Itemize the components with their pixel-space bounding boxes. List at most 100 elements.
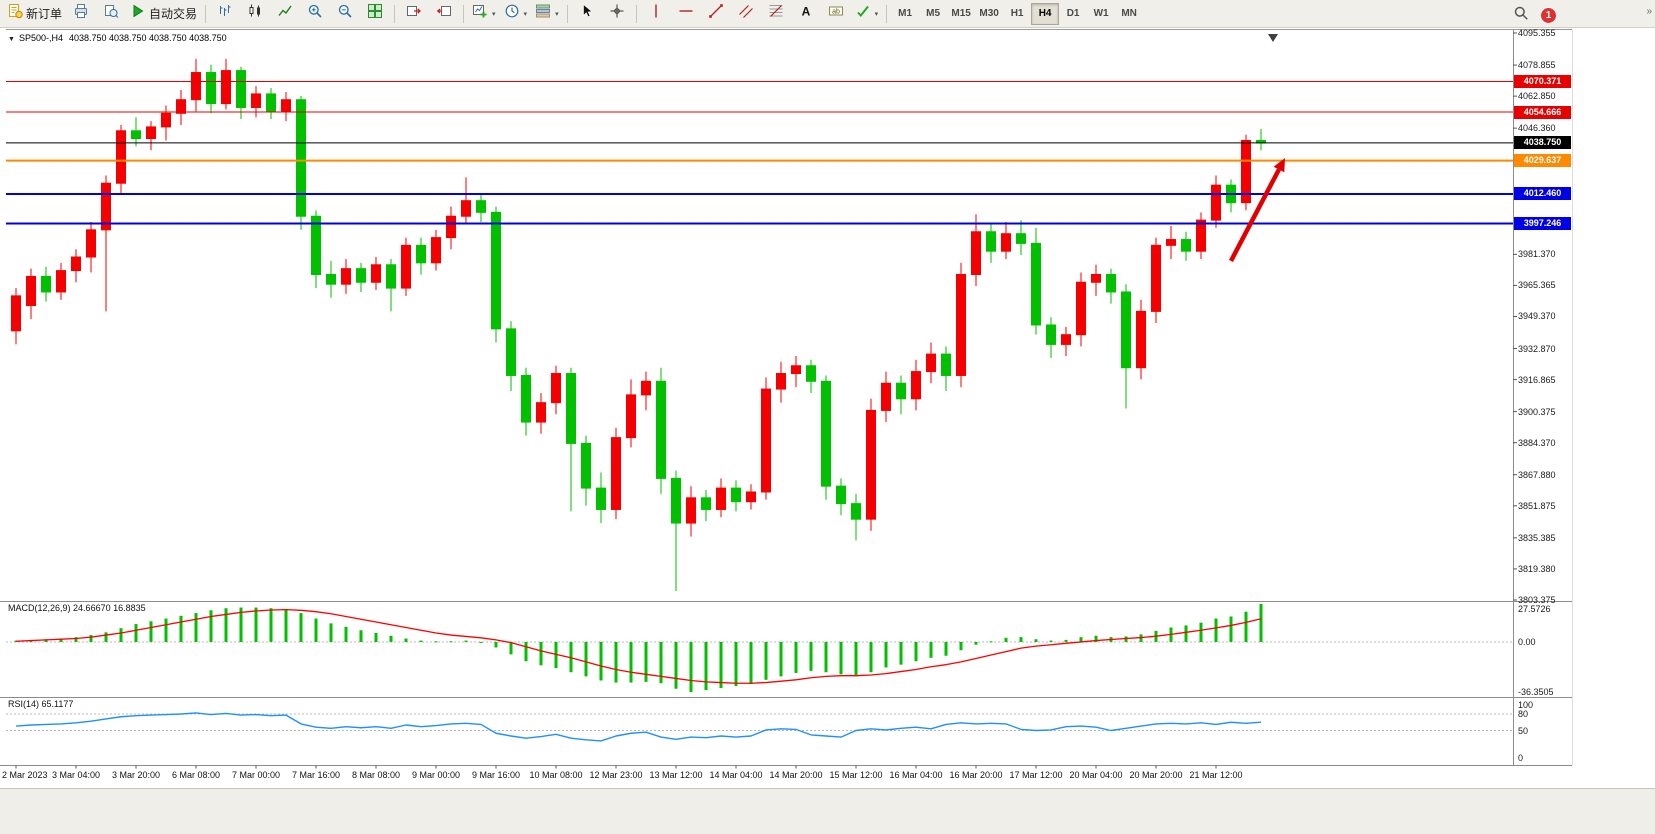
zoom-out-button[interactable] (331, 2, 359, 26)
price-grid-label: 3867.880 (1518, 469, 1556, 480)
timeframe-M15[interactable]: M15 (951, 8, 971, 19)
rsi-name: RSI(14) (8, 699, 40, 709)
toolbar-separator (463, 4, 465, 23)
new-chart-button[interactable]: ▾ (469, 2, 499, 26)
text-label-button[interactable]: ab (822, 2, 850, 26)
periods-button[interactable]: ▾ (501, 2, 531, 26)
templates-button[interactable]: ▾ (532, 2, 562, 26)
macd-name: MACD(12,26,9) (8, 603, 71, 613)
time-axis-label: 14 Mar 20:00 (769, 770, 823, 780)
ohlc-readout: 4038.750 4038.750 4038.750 4038.750 (68, 33, 227, 43)
new-chart-caret-icon: ▾ (492, 10, 496, 18)
crosshair-button[interactable] (603, 2, 631, 26)
time-axis-label: 17 Mar 12:00 (1009, 770, 1063, 780)
price-grid-label: 3981.370 (1518, 249, 1556, 260)
line-chart-button[interactable] (271, 2, 299, 26)
time-axis-label: 3 Mar 20:00 (111, 770, 161, 780)
price-tag: 4012.460 (1514, 187, 1571, 201)
auto-scroll-button[interactable] (400, 2, 428, 26)
rsi-scale-label: 0 (1518, 753, 1524, 763)
chart-shift-marker-icon[interactable] (1268, 34, 1278, 42)
price-grid-label: 3803.375 (1518, 595, 1556, 605)
new-order-button[interactable]: 新订单 (4, 2, 65, 26)
rsi-panel (6, 712, 1513, 742)
timeframe-M1[interactable]: M1 (898, 8, 913, 19)
auto-trading-label: 自动交易 (149, 7, 198, 21)
search-button[interactable] (1507, 3, 1535, 27)
rsi-scale-label: 50 (1518, 725, 1529, 736)
toolbar-separator (205, 4, 207, 23)
equidistant-channel-button[interactable] (732, 2, 760, 26)
timeframe-W1[interactable]: W1 (1093, 8, 1109, 19)
price-grid-label: 3851.875 (1518, 500, 1556, 511)
vertical-line-button[interactable] (642, 2, 670, 26)
svg-text:A: A (801, 5, 810, 19)
svg-text:ab: ab (832, 9, 840, 16)
zoom-in-button[interactable] (301, 2, 329, 26)
equidistant-channel-icon (738, 3, 754, 24)
bar-chart-button[interactable] (211, 2, 239, 26)
toolbar-separator (566, 4, 568, 23)
text-label-icon: ab (828, 3, 844, 24)
time-axis-label: 16 Mar 20:00 (949, 770, 1003, 780)
auto-scroll-icon (406, 3, 422, 24)
templates-caret-icon: ▾ (555, 10, 559, 18)
arrows-button[interactable]: ▾ (852, 2, 882, 26)
price-grid-label: 3949.370 (1518, 311, 1556, 322)
line-chart-icon (277, 3, 293, 24)
price-grid-label: 4078.855 (1518, 60, 1556, 71)
print-icon (73, 3, 89, 24)
tile-windows-icon (367, 3, 383, 24)
chart-menu-arrow-icon[interactable]: ▼ (8, 36, 15, 43)
text-icon: A (798, 3, 814, 24)
time-axis-label: 7 Mar 00:00 (231, 770, 281, 780)
tile-windows-button[interactable] (361, 2, 389, 26)
fibonacci-icon (768, 3, 784, 24)
macd-indicator-label: MACD(12,26,9) 24.66670 16.8835 (8, 603, 146, 614)
timeframe-H4[interactable]: H4 (1031, 2, 1060, 25)
timeframe-H1[interactable]: H1 (1010, 8, 1024, 19)
toolbar-separator (394, 4, 396, 23)
templates-icon (535, 3, 551, 24)
timeframe-M5[interactable]: M5 (926, 8, 941, 19)
text-button[interactable]: A (792, 2, 820, 26)
time-axis-label: 14 Mar 04:00 (709, 770, 763, 780)
time-axis-label: 7 Mar 16:00 (291, 770, 341, 780)
trendline-button[interactable] (702, 2, 730, 26)
chart-shift-button[interactable] (430, 2, 458, 26)
timeframe-D1[interactable]: D1 (1066, 8, 1080, 19)
time-axis-label: 9 Mar 00:00 (411, 770, 461, 780)
fibonacci-button[interactable] (762, 2, 790, 26)
horizontal-line-icon (678, 3, 694, 24)
candlestick-series (11, 58, 1266, 592)
status-strip (0, 788, 1655, 834)
data-window-button[interactable] (97, 2, 125, 26)
timeframe-MN[interactable]: MN (1121, 8, 1137, 19)
candlestick-chart-button[interactable] (241, 2, 269, 26)
price-grid-label: 3835.385 (1518, 532, 1556, 543)
horizontal-line-button[interactable] (672, 2, 700, 26)
notification-badge[interactable]: 1 (1540, 6, 1557, 24)
price-grid-label: 3932.870 (1518, 343, 1556, 354)
chart-title: ▼ SP500-,H4 4038.750 4038.750 4038.750 403… (8, 33, 227, 45)
cursor-button[interactable] (573, 2, 601, 26)
zoom-out-icon (337, 3, 353, 24)
price-tag: 4054.666 (1514, 105, 1571, 119)
time-axis-label: 12 Mar 23:00 (589, 770, 643, 780)
macd-scale-label: 0.00 (1518, 636, 1536, 647)
trend-arrow-annotation[interactable] (1229, 157, 1285, 262)
zoom-in-icon (307, 3, 323, 24)
current-price-tag: 4038.750 (1514, 136, 1571, 150)
time-axis-label: 3 Mar 04:00 (51, 770, 101, 780)
time-axis-label: 20 Mar 04:00 (1069, 770, 1123, 780)
search-icon (1513, 5, 1529, 26)
time-axis-label: 21 Mar 12:00 (1189, 770, 1243, 780)
toolbar-overflow-button[interactable]: » (1646, 6, 1652, 17)
print-button[interactable] (67, 2, 95, 26)
bar-chart-icon (217, 3, 233, 24)
timeframe-M30[interactable]: M30 (979, 8, 999, 19)
arrows-icon (855, 3, 871, 24)
toolbar-separator (886, 4, 888, 23)
auto-trading-button[interactable]: 自动交易 (127, 2, 200, 26)
